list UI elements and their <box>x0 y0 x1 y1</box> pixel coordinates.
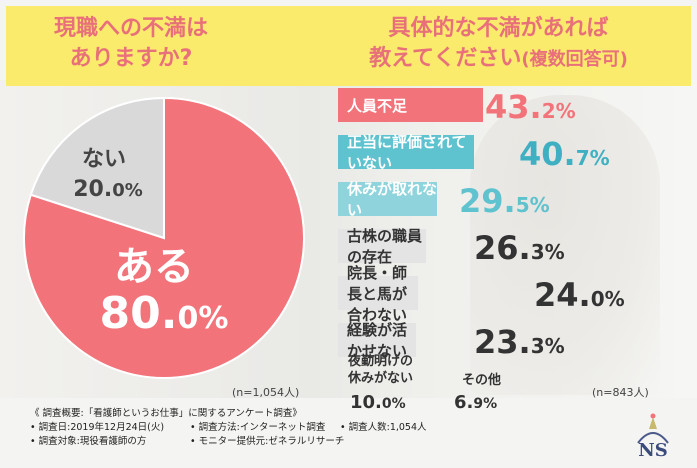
pie-question-title: 現職への不満は ありますか? <box>53 16 208 71</box>
bar: 経験が活かせない <box>338 321 416 360</box>
bar: 古株の職員の存在 <box>338 227 426 266</box>
survey-count: • 調査人数:1,054人 <box>340 422 427 433</box>
pie-slice <box>29 96 165 240</box>
survey-target: • 調査対象:現役看護師の方 <box>30 436 147 447</box>
header-banner: 現職への不満は ありますか? 具体的な不満があれば 教えてください(複数回答可) <box>6 6 691 86</box>
extra-item-label: その他 <box>462 373 502 388</box>
pie-value-yes: 80.0% <box>100 288 229 339</box>
svg-text:NS: NS <box>638 440 667 461</box>
bar: 正当に評価されていない <box>338 133 474 172</box>
bar-value: 23.3% <box>474 323 565 361</box>
bar: 人員不足 <box>338 88 483 122</box>
nurse-cap-logo-icon: NS <box>628 413 678 465</box>
bar-label: 正当に評価されていない <box>347 133 467 172</box>
bar: 院長・師長と馬が合わない <box>338 264 418 324</box>
bar-value: 29.5% <box>459 182 550 220</box>
bar-value: 26.3% <box>474 229 565 267</box>
survey-method: • 調査方法:インターネット調査 <box>190 422 326 433</box>
extra-item-value: 10.0% <box>350 392 406 413</box>
pie-label-no: ない <box>82 147 126 172</box>
survey-overview: 《 調査概要:「看護師というお仕事」に関するアンケート調査》 • 調査日:201… <box>30 407 427 449</box>
pie-sample-size: (n=1,054人) <box>232 386 300 399</box>
bar-question-title: 具体的な不満があれば 教えてください(複数回答可) <box>369 16 628 71</box>
bar-label: 古株の職員の存在 <box>347 227 423 266</box>
bar-label: 経験が活かせない <box>347 321 408 360</box>
bar-sample-size: (n=843人) <box>592 386 649 399</box>
bar-label: 人員不足 <box>347 96 408 115</box>
extra-item-label: 夜勤明けの 休みがない <box>348 354 414 386</box>
bar-label: 休みが取れない <box>347 180 438 219</box>
bar: 休みが取れない <box>338 180 437 219</box>
bar-label: 院長・師長と馬が合わない <box>347 263 408 324</box>
bar-value: 40.7% <box>519 135 610 173</box>
pie-label-yes: ある <box>114 244 194 290</box>
survey-overview-title: 《 調査概要:「看護師というお仕事」に関するアンケート調査》 <box>30 408 302 419</box>
pie-chart: ある 80.0% ない 20.0% <box>14 88 314 392</box>
survey-provider: • モニター提供元:ゼネラルリサーチ <box>190 436 345 447</box>
pie-value-no: 20.0% <box>73 177 143 202</box>
bar-value: 24.0% <box>534 276 625 314</box>
background-nurse-figure <box>470 95 660 395</box>
extra-item-value: 6.9% <box>454 392 498 413</box>
bar-value: 43.2% <box>485 88 576 126</box>
survey-date: • 調査日:2019年12月24日(火) <box>30 422 165 433</box>
